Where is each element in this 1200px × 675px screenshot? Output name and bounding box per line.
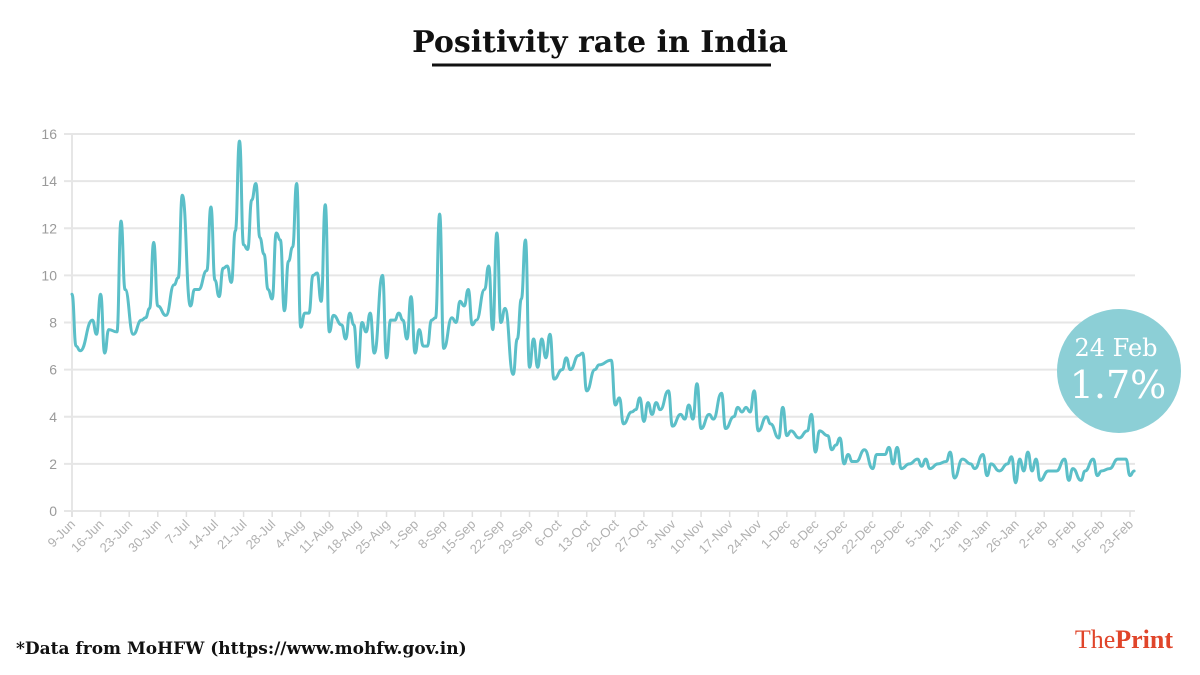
source-note: *Data from MoHFW (https://www.mohfw.gov.…	[16, 639, 467, 659]
latest-value-badge: 24 Feb 1.7%	[1057, 309, 1181, 433]
grid	[64, 133, 1135, 517]
x-tick-label: 26-Jan	[983, 517, 1022, 556]
x-tick-label: 1-Dec	[758, 516, 793, 551]
y-tick-label: 0	[49, 503, 57, 519]
x-tick-label: 1-Sep	[386, 517, 421, 552]
y-tick-label: 12	[41, 220, 57, 236]
y-tick-label: 10	[41, 267, 57, 283]
y-axis: 0 2 4 6 8 10 12 14 16	[41, 126, 57, 519]
x-tick-label: 30-Jun	[125, 517, 164, 556]
logo-the: The	[1075, 625, 1115, 654]
x-tick-label: 14-Jul	[185, 516, 221, 552]
y-tick-label: 6	[49, 362, 57, 378]
x-tick-label: 21-Jul	[214, 516, 250, 552]
y-tick-label: 2	[49, 456, 57, 472]
x-tick-label: 27-Oct	[612, 516, 650, 554]
x-tick-label: 2-Feb	[1016, 517, 1051, 552]
badge-value: 1.7%	[1070, 363, 1167, 407]
y-tick-label: 14	[41, 173, 57, 189]
x-tick-label: 28-Jul	[243, 516, 279, 552]
data-points	[71, 140, 1135, 483]
badge-circle	[1057, 309, 1181, 433]
badge-date: 24 Feb	[1074, 334, 1157, 362]
logo-print: Print	[1115, 625, 1173, 654]
y-tick-label: 4	[49, 409, 57, 425]
chart-title: Positivity rate in India	[412, 25, 788, 60]
y-tick-label: 16	[41, 126, 57, 142]
theprint-logo: ThePrint	[1075, 625, 1174, 654]
y-tick-label: 8	[49, 315, 57, 331]
x-axis: 9-Jun16-Jun23-Jun30-Jun7-Jul14-Jul21-Jul…	[45, 511, 1136, 557]
series-line	[70, 139, 1136, 485]
